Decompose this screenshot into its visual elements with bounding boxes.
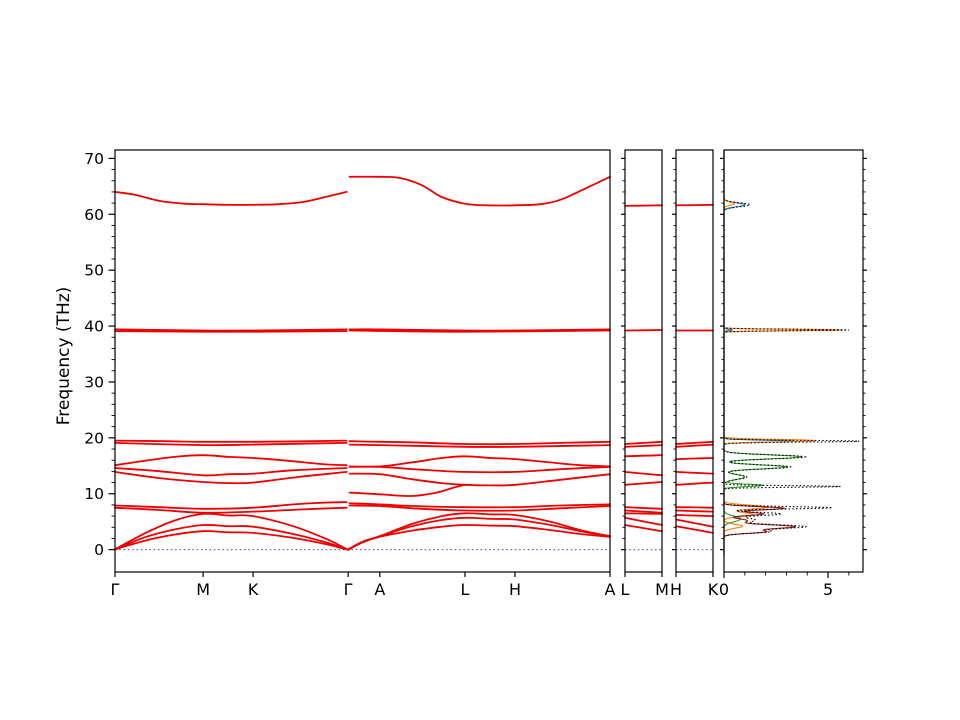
band-curve	[114, 506, 348, 514]
y-tick-label: 10	[84, 485, 104, 503]
band-curve	[348, 455, 611, 468]
y-axis-label: Frequency (THz)	[54, 286, 74, 426]
band-curve	[114, 442, 348, 447]
band-curve	[114, 330, 348, 333]
band-curve	[624, 471, 663, 477]
panel-frame	[624, 149, 663, 573]
dos-curve-partial-3	[723, 151, 803, 556]
k-point-label: Γ	[344, 580, 353, 599]
band-curve	[348, 465, 611, 474]
band-curve	[624, 516, 663, 526]
band-curve	[348, 472, 611, 487]
panel-frame	[675, 149, 714, 573]
k-point-label: L	[621, 580, 630, 599]
y-tick-label: 0	[94, 541, 104, 559]
band-curve	[624, 444, 663, 448]
band-curve	[114, 439, 348, 443]
band-curve	[675, 509, 714, 513]
band-curve	[675, 457, 714, 460]
band-curve	[114, 467, 348, 477]
band-curve	[114, 516, 611, 551]
band-curve	[624, 440, 663, 445]
band-curve	[675, 471, 714, 475]
k-point-label: M	[655, 580, 669, 599]
band-curve	[675, 506, 714, 509]
k-point-label: H	[509, 580, 521, 599]
y-tick-label: 20	[84, 429, 104, 447]
band-curve	[348, 329, 611, 333]
band-curve	[348, 483, 466, 497]
k-point-label: L	[461, 580, 470, 599]
y-tick-label: 50	[84, 262, 104, 280]
band-curve	[675, 514, 714, 517]
band-curve	[114, 471, 348, 485]
panel-frame	[114, 149, 611, 573]
panel-frame	[723, 149, 864, 573]
k-point-label: A	[605, 580, 616, 599]
band-curve	[348, 443, 611, 448]
dos-tick-label: 5	[823, 580, 833, 599]
k-point-label: M	[196, 580, 210, 599]
dos-curve-partial-4	[723, 151, 797, 556]
band-curve	[348, 175, 611, 207]
dos-tick-label: 0	[719, 580, 729, 599]
band-curve	[348, 504, 611, 512]
band-curve	[675, 203, 714, 207]
band-curve	[114, 454, 348, 467]
y-tick-label: 60	[84, 206, 104, 224]
band-curve	[114, 524, 611, 551]
band-curve	[675, 481, 714, 486]
k-point-label: A	[374, 580, 385, 599]
band-curve	[114, 501, 348, 510]
band-curve	[675, 525, 714, 534]
y-tick-label: 70	[84, 150, 104, 168]
y-tick-label: 30	[84, 373, 104, 391]
band-curve	[675, 518, 714, 528]
band-curve	[624, 506, 663, 510]
y-tick-label: 40	[84, 318, 104, 336]
dos-curve-partial-1	[723, 151, 795, 556]
band-curve	[624, 329, 663, 332]
k-point-label: Γ	[111, 580, 120, 599]
band-curve	[675, 443, 714, 448]
dos-curve-total	[723, 151, 860, 556]
band-curve	[114, 328, 348, 332]
band-curve	[348, 328, 611, 332]
dos-curve-partial-2	[723, 151, 841, 556]
band-curve	[675, 440, 714, 445]
band-curve	[624, 481, 663, 486]
k-point-label: H	[670, 580, 682, 599]
band-curve	[114, 191, 348, 206]
k-point-label: K	[708, 580, 719, 599]
band-curve	[624, 204, 663, 207]
band-curve	[624, 509, 663, 514]
band-curve	[348, 502, 611, 509]
k-point-label: K	[248, 580, 259, 599]
band-curve	[348, 440, 611, 446]
band-curve	[624, 524, 663, 533]
band-curve	[624, 454, 663, 458]
band-curve	[624, 512, 663, 515]
